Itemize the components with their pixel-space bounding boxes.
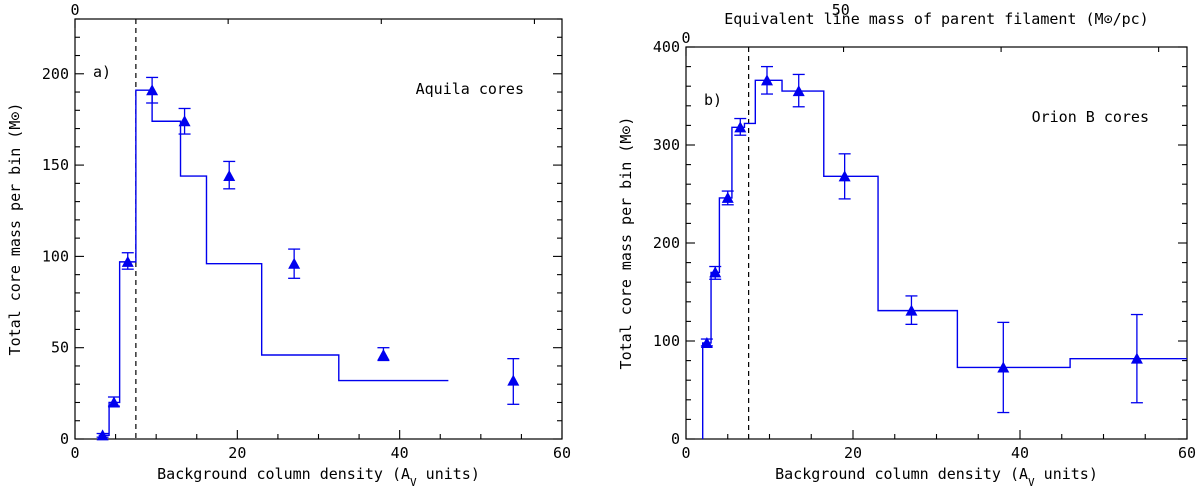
top-tick-label: 50 (832, 1, 850, 19)
y-tick-label: 50 (51, 339, 69, 357)
top-axis-title: Equivalent line mass of parent filament … (724, 10, 1148, 28)
panel-annotation: Orion B cores (1032, 108, 1149, 126)
panel-b: 02040600100200300400050100Equivalent lin… (617, 10, 1196, 487)
data-point-marker (700, 336, 713, 348)
x-tick-label: 0 (681, 444, 690, 462)
step-histogram (98, 89, 449, 439)
x-axis-title: Background column density (AV units) (157, 465, 480, 487)
data-point-marker (146, 84, 159, 96)
x-tick-label: 0 (70, 444, 79, 462)
data-point-marker (121, 255, 134, 267)
y-tick-label: 150 (42, 156, 69, 174)
y-tick-label: 200 (42, 65, 69, 83)
data-point-marker (905, 304, 918, 316)
panel-annotation: Aquila cores (416, 80, 524, 98)
data-point-marker (721, 191, 734, 203)
y-tick-label: 100 (42, 247, 69, 265)
top-tick-label: 0 (681, 29, 690, 47)
panel-label: b) (704, 91, 722, 109)
data-point-marker (288, 257, 301, 269)
data-point-marker (1130, 352, 1143, 364)
data-point-marker (178, 115, 191, 127)
y-tick-label: 200 (653, 234, 680, 252)
data-point-marker (377, 349, 390, 360)
data-point-marker (107, 396, 120, 408)
panel-a: 0204060050100150200050100Equivalent line… (6, 1, 850, 487)
data-point-marker (997, 361, 1010, 373)
top-tick-label: 0 (70, 1, 79, 19)
y-tick-label: 100 (653, 332, 680, 350)
x-tick-label: 60 (553, 444, 571, 462)
x-tick-label: 40 (1011, 444, 1029, 462)
sun-symbol: ⊙ (617, 126, 635, 135)
plot-frame (685, 46, 1188, 440)
y-tick-label: 300 (653, 136, 680, 154)
x-tick-label: 60 (1178, 444, 1196, 462)
data-point-marker (792, 85, 805, 97)
x-tick-label: 20 (228, 444, 246, 462)
data-point-marker (760, 74, 773, 86)
data-point-marker (223, 170, 236, 182)
x-axis-title: Background column density (AV units) (775, 465, 1098, 487)
data-point-marker (709, 266, 722, 278)
x-tick-label: 20 (844, 444, 862, 462)
step-histogram (702, 79, 1187, 439)
panel-label: a) (93, 63, 111, 81)
y-tick-label: 400 (653, 38, 680, 56)
sun-symbol: ⊙ (6, 112, 24, 121)
sun-symbol: ⊙ (1104, 10, 1113, 28)
x-axis-subscript: V (410, 476, 417, 487)
y-tick-label: 0 (60, 430, 69, 448)
y-axis-title: Total core mass per bin (M⊙) (6, 103, 24, 356)
data-point-marker (96, 429, 109, 441)
x-axis-subscript: V (1028, 476, 1035, 487)
y-tick-label: 0 (671, 430, 680, 448)
data-point-marker (734, 121, 747, 133)
y-axis-title: Total core mass per bin (M⊙) (617, 117, 635, 370)
data-point-marker (507, 374, 520, 386)
x-tick-label: 40 (391, 444, 409, 462)
data-point-marker (838, 170, 851, 182)
